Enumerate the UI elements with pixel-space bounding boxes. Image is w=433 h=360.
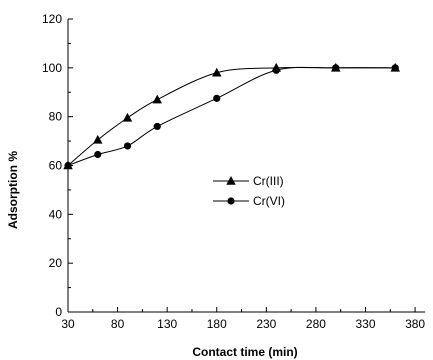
data-point [272,66,280,74]
x-tick-label: 380 [405,317,425,331]
data-point [213,94,221,102]
data-point [93,134,103,144]
y-tick-label: 40 [49,207,63,221]
x-axis-title: Contact time (min) [192,345,297,359]
y-tick-label: 100 [42,61,62,75]
series-line [67,66,396,166]
x-tick-label: 30 [61,317,75,331]
series-2 [64,64,399,170]
y-tick-label: 60 [49,159,63,173]
legend-label: Cr(III) [253,174,284,188]
x-tick-label: 280 [306,317,326,331]
x-tick-label: 180 [207,317,227,331]
legend: Cr(III) Cr(VI) [213,174,285,208]
series-layer [63,62,400,170]
x-tick-label: 230 [256,317,276,331]
legend-marker [226,176,236,185]
legend-label: Cr(VI) [253,194,285,208]
axes: 30 80 130 180 230 280 330 380 0 20 40 60 80 100 120 [42,12,425,331]
data-point [212,67,222,77]
x-tick-label: 130 [157,317,177,331]
y-tick-label: 120 [42,12,62,26]
data-point [123,142,132,150]
data-point [332,64,340,72]
x-tick-label: 330 [355,317,375,331]
data-point [153,122,161,131]
data-point [94,150,102,159]
y-tick-label: 80 [49,110,63,124]
y-tick-label: 20 [49,256,63,270]
data-point [64,161,72,170]
series-line [67,66,396,166]
series-1 [63,62,400,170]
y-tick-label: 0 [55,305,62,319]
y-axis-title: Adsorption % [6,151,20,229]
data-point [391,64,399,72]
data-point [122,112,133,122]
data-point [152,94,162,104]
x-tick-label: 80 [111,317,125,331]
legend-marker [227,197,235,205]
